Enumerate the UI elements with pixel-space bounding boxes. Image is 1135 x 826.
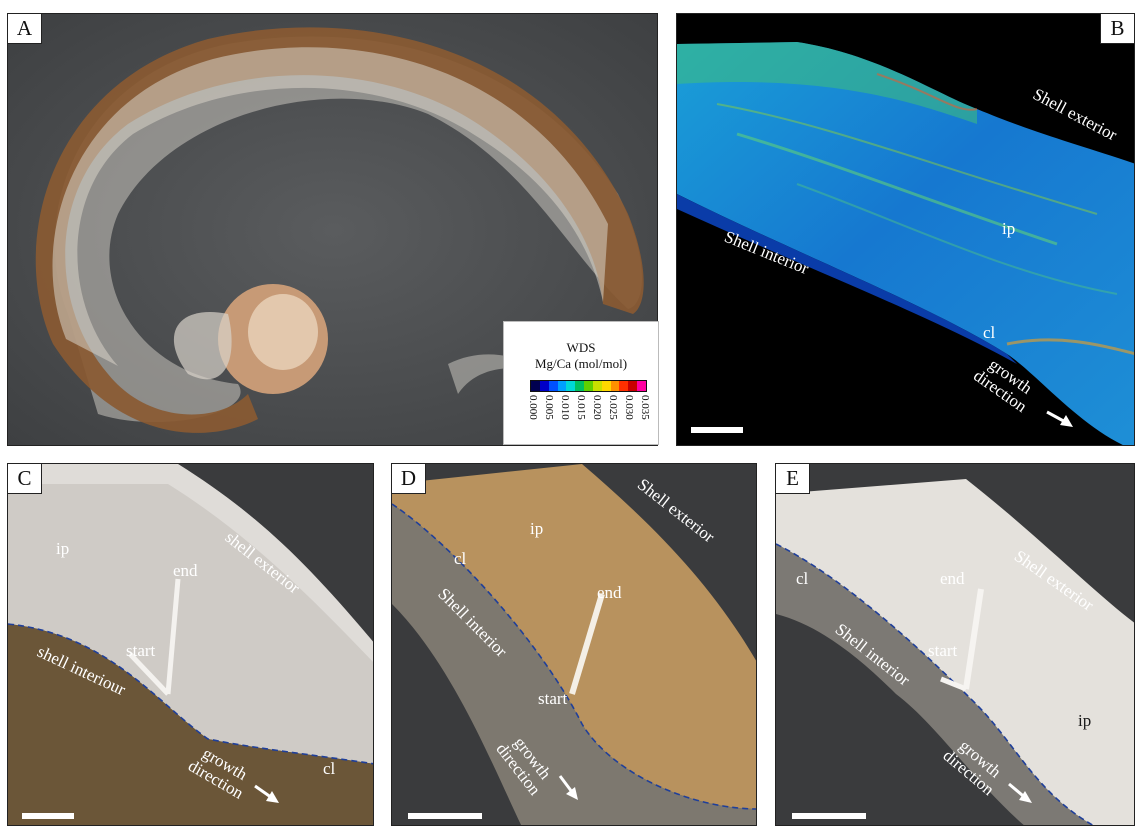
panel-b: B Shell exterior Shell interior ip cl gr… — [676, 13, 1135, 446]
colorbar-swatch — [566, 381, 576, 391]
panel-b-letter: B — [1100, 14, 1134, 44]
growth-arrow-icon — [1008, 782, 1032, 803]
growth-arrow-icon — [558, 775, 578, 800]
label-ip: ip — [1002, 219, 1016, 238]
colorbar-tick: 0.000 — [527, 395, 539, 420]
colorbar-swatch — [592, 381, 602, 391]
shell-photo-d — [392, 464, 756, 825]
panel-c: C ip end start shell exterior shell inte… — [7, 463, 374, 826]
shell-photo-e — [776, 464, 1134, 825]
colorbar-gradient — [530, 380, 647, 392]
colorbar-tick: 0.030 — [623, 395, 635, 420]
colorbar-swatch — [601, 381, 611, 391]
colorbar-swatch — [539, 381, 549, 391]
colorbar-tick: 0.005 — [543, 395, 555, 420]
scale-bar — [691, 427, 743, 433]
colorbar-tick: 0.025 — [607, 395, 619, 420]
growth-arrow-icon — [1046, 410, 1073, 427]
label-cl: cl — [983, 323, 996, 342]
label-end: end — [940, 569, 965, 588]
colorbar-title-line1: WDS — [566, 340, 596, 355]
growth-arrow-icon — [254, 784, 279, 803]
label-ip: ip — [56, 539, 70, 558]
panel-e: E cl end Shell exterior Shell interior s… — [775, 463, 1135, 826]
colorbar-swatch — [531, 381, 540, 391]
scale-bar — [22, 813, 74, 819]
scale-bar — [408, 813, 482, 819]
colorbar-swatch — [619, 381, 629, 391]
label-start: start — [928, 641, 958, 660]
colorbar-swatch — [610, 381, 620, 391]
colorbar-tick: 0.010 — [559, 395, 571, 420]
label-end: end — [173, 561, 198, 580]
colorbar-tick: 0.035 — [639, 395, 651, 420]
label-start: start — [126, 641, 156, 660]
shell-photo-c — [8, 464, 373, 825]
panel-a: A — [7, 13, 658, 446]
panel-d: D ip cl Shell exterior Shell interior en… — [391, 463, 757, 826]
panel-a-letter: A — [8, 14, 42, 44]
colorbar-swatch — [628, 381, 638, 391]
label-cl: cl — [323, 759, 336, 778]
scale-bar — [792, 813, 866, 819]
panel-e-letter: E — [776, 464, 810, 494]
panel-c-letter: C — [8, 464, 42, 494]
label-cl: cl — [454, 549, 467, 568]
colorbar-swatch — [548, 381, 558, 391]
label-ip: ip — [1078, 711, 1092, 730]
colorbar-swatch — [575, 381, 585, 391]
label-end: end — [597, 583, 622, 602]
colorbar-tick: 0.015 — [575, 395, 587, 420]
label-ip: ip — [530, 519, 544, 538]
colorbar-title-line2: Mg/Ca (mol/mol) — [534, 356, 628, 371]
label-start: start — [538, 689, 568, 708]
colorbar-swatch — [584, 381, 593, 391]
panel-d-letter: D — [392, 464, 426, 494]
shell-photo-a — [8, 14, 657, 445]
colorbar-tick: 0.020 — [591, 395, 603, 420]
label-cl: cl — [796, 569, 809, 588]
colorbar-legend: WDS Mg/Ca (mol/mol) 0.000 0.005 0.010 0.… — [503, 321, 659, 445]
colorbar-swatch — [637, 381, 646, 391]
mg-ca-map — [677, 42, 1134, 445]
colorbar-swatch — [557, 381, 567, 391]
